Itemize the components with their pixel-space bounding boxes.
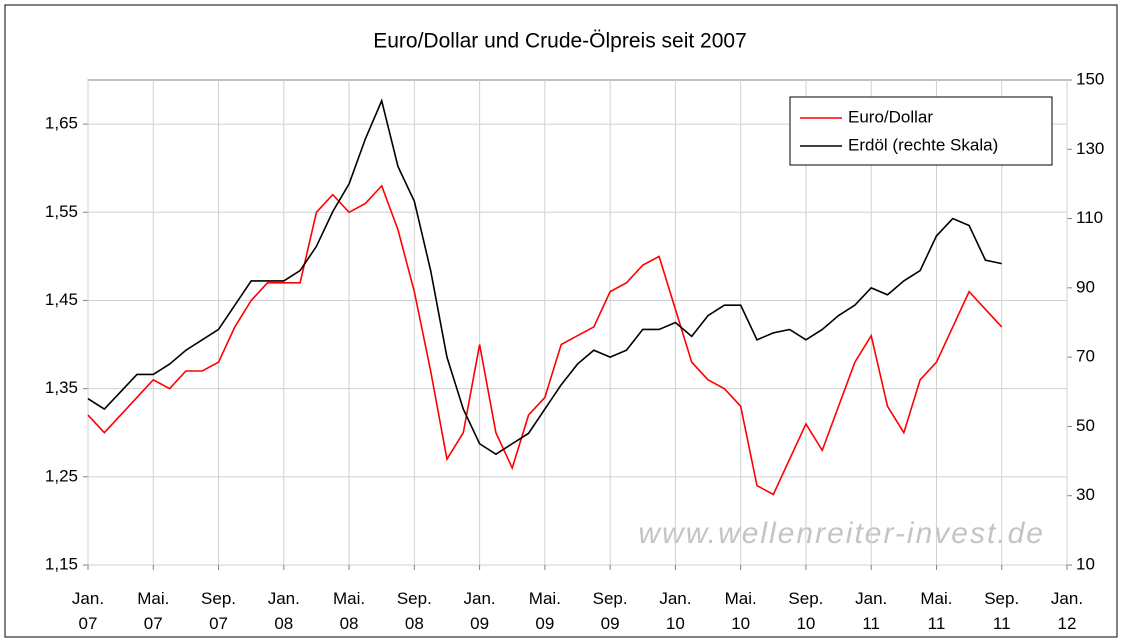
y2-tick-label: 10 <box>1076 554 1095 573</box>
x-tick-label: Mai. 09 <box>528 589 561 633</box>
x-tick-label: Jan. 08 <box>267 589 300 633</box>
x-tick-label: Jan. 10 <box>659 589 692 633</box>
x-tick-label: Sep. 09 <box>592 589 628 633</box>
x-tick-label: Jan. 07 <box>71 589 105 633</box>
y-tick-label: 1,15 <box>45 554 78 573</box>
legend-label: Euro/Dollar <box>848 107 933 126</box>
y-tick-label: 1,25 <box>45 466 78 485</box>
x-tick-label: Jan. 11 <box>855 589 888 633</box>
y-tick-label: 1,35 <box>45 378 78 397</box>
y2-tick-label: 30 <box>1076 485 1095 504</box>
x-tick-label: Mai. 08 <box>333 589 366 633</box>
x-tick-label: Sep. 08 <box>396 589 432 633</box>
y-tick-label: 1,55 <box>45 202 78 221</box>
watermark: www.wellenreiter-invest.de <box>638 517 1045 550</box>
x-tick-label: Mai. 10 <box>724 589 757 633</box>
y-tick-label: 1,45 <box>45 290 78 309</box>
y2-tick-label: 150 <box>1076 69 1104 88</box>
y2-tick-label: 110 <box>1076 208 1103 227</box>
x-tick-label: Jan. 09 <box>463 589 496 633</box>
series-line <box>87 98 1002 456</box>
y2-tick-label: 50 <box>1076 416 1095 435</box>
y-tick-label: 1,65 <box>45 114 78 133</box>
y2-tick-label: 70 <box>1076 347 1095 366</box>
x-tick-label: Jan. 12 <box>1050 589 1084 633</box>
chart-title: Euro/Dollar und Crude-Ölpreis seit 2007 <box>373 30 747 53</box>
y2-tick-label: 130 <box>1076 139 1104 158</box>
x-tick-label: Sep. 10 <box>788 589 824 633</box>
series-line <box>87 184 1003 496</box>
x-tick-label: Mai. 07 <box>137 589 170 633</box>
x-tick-label: Mai. 11 <box>920 589 953 633</box>
y2-tick-label: 90 <box>1076 277 1095 296</box>
legend-label: Erdöl (rechte Skala) <box>848 135 998 154</box>
x-tick-label: Sep. 11 <box>984 589 1020 633</box>
legend-box <box>789 96 1053 166</box>
x-tick-label: Sep. 07 <box>201 589 237 633</box>
